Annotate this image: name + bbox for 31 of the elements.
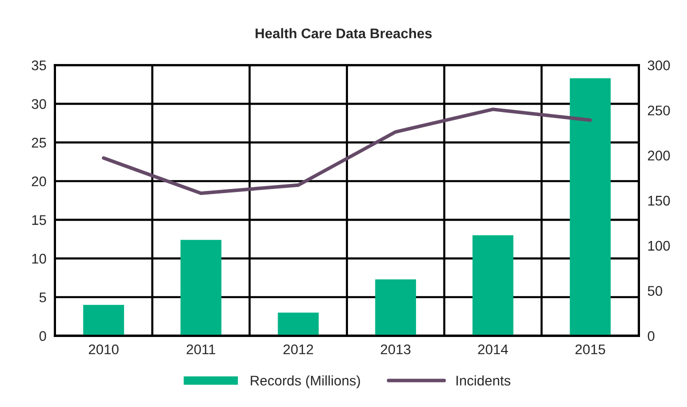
y-tick-label: 20 bbox=[32, 176, 46, 186]
x-tick-label: 2013 bbox=[380, 344, 410, 354]
x-tick-label: 2010 bbox=[88, 344, 119, 354]
y2-tick-label: 50 bbox=[648, 286, 662, 296]
y-tick-label: 10 bbox=[32, 254, 46, 264]
y-tick-label: 35 bbox=[32, 60, 46, 70]
x-tick-label: 2015 bbox=[576, 344, 606, 354]
y-tick-label: 30 bbox=[32, 99, 46, 109]
legend-label: Records (Millions) bbox=[250, 375, 360, 388]
bar bbox=[180, 240, 222, 336]
y2-tick-label: 150 bbox=[648, 196, 670, 206]
y-tick-label: 5 bbox=[39, 292, 46, 302]
bar bbox=[570, 78, 611, 336]
y-tick-label: 0 bbox=[39, 331, 46, 341]
chart-title: Health Care Data Breaches bbox=[256, 28, 432, 38]
y2-tick-label: 0 bbox=[648, 331, 654, 341]
x-tick-label: 2011 bbox=[186, 344, 216, 354]
x-tick-label: 2012 bbox=[284, 344, 314, 354]
y2-tick-label: 300 bbox=[648, 60, 670, 70]
line-series bbox=[102, 108, 592, 195]
y2-tick-label: 200 bbox=[648, 150, 670, 161]
y-tick-label: 15 bbox=[32, 215, 46, 225]
y2-tick-label: 250 bbox=[648, 106, 670, 116]
bar bbox=[472, 235, 514, 336]
bar bbox=[375, 279, 416, 336]
bar bbox=[83, 304, 124, 336]
y2-tick-label: 100 bbox=[648, 240, 670, 251]
x-tick-label: 2014 bbox=[478, 344, 508, 354]
y-tick-label: 25 bbox=[32, 138, 46, 148]
legend-label: Incidents bbox=[456, 375, 510, 386]
bar bbox=[278, 312, 319, 336]
